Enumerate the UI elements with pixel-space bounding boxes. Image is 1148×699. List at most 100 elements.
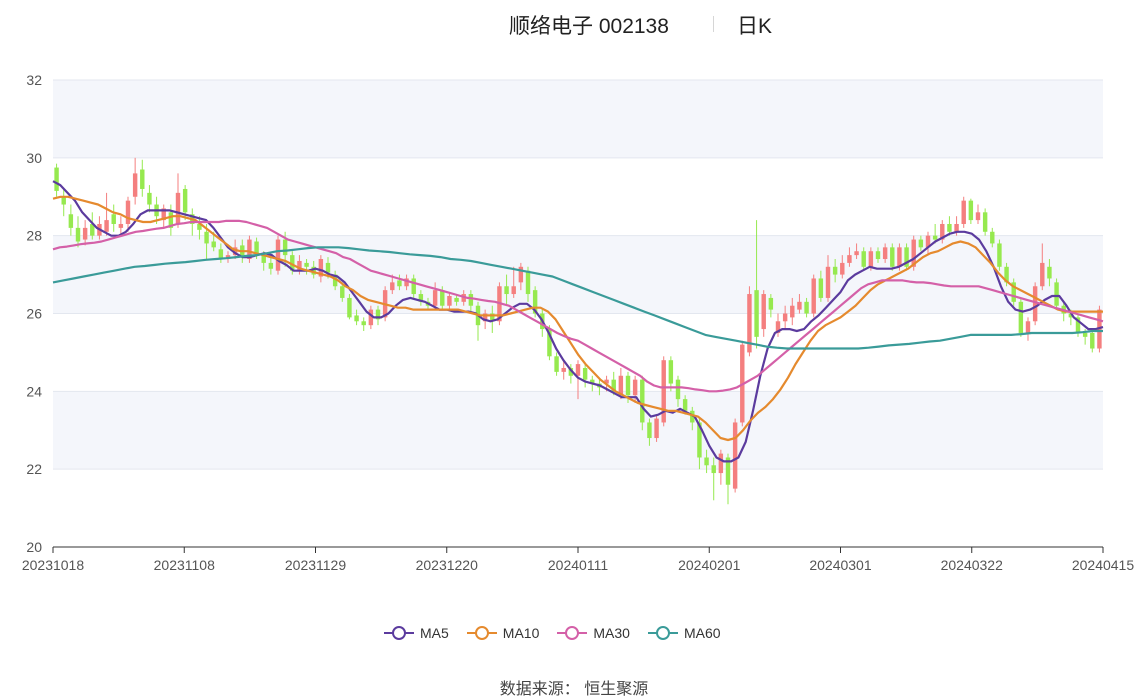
candle-body: [1025, 321, 1031, 333]
x-tick-label: 20240201: [678, 557, 741, 573]
candle-body: [661, 360, 666, 423]
legend-item-ma60[interactable]: MA60: [646, 624, 721, 642]
candle-body: [975, 212, 981, 221]
candle-body: [875, 251, 881, 260]
candle-body: [197, 223, 202, 230]
candle-body: [918, 239, 924, 248]
candle-body: [232, 247, 238, 256]
candle-body: [840, 262, 845, 275]
candle-body: [518, 266, 524, 283]
candle-body: [947, 223, 952, 232]
legend-label: MA5: [420, 625, 449, 641]
candle-body: [161, 208, 166, 221]
legend-item-ma30[interactable]: MA30: [555, 624, 630, 642]
legend-label: MA10: [502, 625, 540, 641]
candle-body: [54, 167, 59, 191]
candle-body: [1054, 282, 1059, 306]
candle-body: [218, 249, 224, 260]
y-tick-label: 32: [26, 72, 42, 88]
candle-body: [932, 235, 938, 240]
y-tick-label: 28: [26, 228, 42, 244]
candle-body: [104, 220, 109, 232]
legend-marker-icon: [466, 626, 497, 640]
candle-body: [761, 294, 766, 330]
data-source-label: 数据来源：: [499, 681, 580, 698]
candle-body: [632, 379, 638, 396]
candle-body: [390, 282, 395, 291]
candle-body: [318, 259, 324, 277]
candle-body: [682, 399, 688, 411]
candle-body: [454, 297, 459, 302]
candle-body: [847, 255, 852, 263]
candle-body: [861, 251, 866, 267]
candle-body: [440, 290, 445, 306]
candle-body: [75, 227, 81, 242]
candle-body: [775, 321, 781, 333]
candle-body: [261, 255, 266, 263]
candle-body: [254, 241, 259, 254]
candle-body: [568, 367, 574, 376]
plot-band: [53, 391, 1103, 470]
candle-body: [275, 239, 281, 271]
candle-body: [818, 278, 824, 298]
candle-body: [647, 422, 652, 439]
candle-body: [704, 457, 709, 466]
candle-body: [68, 214, 74, 228]
legend-marker-icon: [557, 626, 588, 640]
legend-marker-icon: [384, 626, 414, 640]
candle-body: [132, 173, 138, 197]
series-line-ma60: [52, 246, 1103, 350]
candle-body: [782, 313, 788, 322]
chart-title: 顺络电子 002138: [509, 15, 669, 38]
x-tick-label: 20240301: [809, 557, 872, 573]
candle-body: [725, 457, 731, 485]
series-line-ma30: [52, 219, 1104, 393]
candle-body: [1068, 313, 1074, 318]
candle-body: [361, 321, 366, 326]
candle-body: [340, 286, 345, 298]
candle-body: [625, 375, 631, 396]
candle-body: [561, 367, 566, 372]
candle-body: [204, 231, 209, 244]
candle-body: [711, 465, 716, 474]
candle-body: [654, 418, 659, 439]
candle-body: [1018, 301, 1024, 333]
legend-item-ma10[interactable]: MA10: [465, 624, 540, 642]
y-tick-label: 24: [26, 383, 42, 399]
candle-body: [854, 251, 859, 256]
candle-body: [175, 192, 181, 224]
candle-body: [1082, 332, 1088, 337]
candle-body: [354, 315, 359, 322]
candle-body: [140, 169, 145, 189]
candle-body: [582, 367, 588, 380]
candle-body: [904, 247, 909, 267]
candle-body: [554, 356, 559, 372]
candle-body: [961, 200, 966, 224]
candle-body: [347, 297, 352, 318]
legend-item-ma5[interactable]: MA5: [382, 624, 449, 642]
candle-body: [1004, 266, 1009, 283]
x-tick-label: 20231018: [22, 557, 85, 573]
candle-body: [290, 255, 295, 271]
candle-body: [404, 278, 409, 287]
legend-marker-icon: [647, 626, 678, 640]
candle-body: [482, 313, 488, 322]
candle-body: [332, 274, 338, 287]
title-divider: [713, 16, 714, 32]
y-tick-label: 22: [26, 461, 42, 477]
candle-body: [618, 375, 624, 396]
data-source-name: 恒生聚源: [584, 681, 649, 698]
candle-body: [82, 227, 88, 240]
candle-body: [890, 247, 895, 267]
candle-body: [718, 453, 724, 474]
y-tick-label: 26: [26, 306, 42, 322]
x-tick-label: 20231220: [416, 557, 479, 573]
candle-body: [811, 278, 816, 314]
candle-body: [504, 286, 509, 295]
candle-body: [311, 266, 316, 275]
candle-body: [304, 262, 309, 267]
candle-body: [182, 188, 188, 213]
candle-body: [411, 278, 416, 295]
y-tick-label: 20: [26, 539, 42, 555]
